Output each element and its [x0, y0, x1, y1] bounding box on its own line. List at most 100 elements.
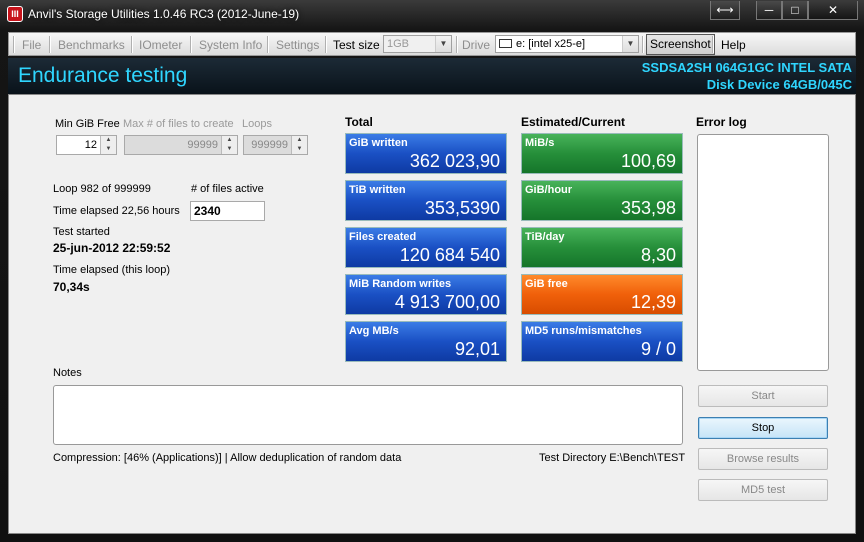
- error-log-heading: Error log: [696, 115, 747, 129]
- spin-up-icon[interactable]: ▲: [226, 137, 233, 143]
- restore-size-button[interactable]: ⟷: [710, 1, 740, 20]
- tile-label: GiB free: [525, 278, 568, 290]
- tile-gib-free: GiB free 12,39: [521, 274, 683, 315]
- tile-value: 353,98: [620, 198, 676, 218]
- loop-elapsed-value: 70,34s: [53, 280, 90, 294]
- minimize-button[interactable]: ─: [756, 1, 782, 20]
- test-started-label: Test started: [53, 226, 110, 238]
- menu-separator: [325, 36, 327, 53]
- test-size-label: Test size: [333, 38, 380, 52]
- max-files-label: Max # of files to create: [123, 118, 234, 130]
- loop-counter: Loop 982 of 999999: [53, 183, 151, 195]
- device-name-line1: SSDSA2SH 064G1GC INTEL SATA: [641, 60, 852, 75]
- tile-gib-per-hour: GiB/hour 353,98: [521, 180, 683, 221]
- page-header: Endurance testing SSDSA2SH 064G1GC INTEL…: [8, 58, 856, 94]
- menu-separator: [49, 36, 51, 53]
- tile-mib-random-writes: MiB Random writes 4 913 700,00: [345, 274, 507, 315]
- notes-label: Notes: [53, 367, 82, 379]
- tile-value: 8,30: [640, 245, 676, 265]
- tile-mib-per-s: MiB/s 100,69: [521, 133, 683, 174]
- test-directory: Test Directory E:\Bench\TEST: [539, 452, 686, 464]
- test-size-select[interactable]: 1GB ▼: [383, 35, 452, 53]
- menu-separator: [456, 36, 458, 53]
- error-log-box[interactable]: [697, 134, 829, 371]
- drive-select[interactable]: e: [intel x25-e] ▼: [495, 35, 639, 53]
- device-name-line2: Disk Device 64GB/045C: [706, 77, 852, 92]
- menu-iometer[interactable]: IOmeter: [139, 38, 183, 52]
- tile-value: 12,39: [630, 292, 676, 312]
- tile-value: 353,5390: [424, 198, 500, 218]
- notes-field[interactable]: [53, 385, 683, 445]
- spin-down-icon[interactable]: ▼: [296, 146, 303, 152]
- drive-value: e: [intel x25-e]: [516, 38, 586, 50]
- min-gib-free-stepper[interactable]: 12 ▲ ▼: [56, 135, 117, 155]
- menu-file[interactable]: File: [22, 38, 42, 52]
- chevron-down-icon: ▼: [435, 36, 451, 52]
- estimated-heading: Estimated/Current: [521, 115, 626, 129]
- menu-separator: [267, 36, 269, 53]
- tile-label: MiB Random writes: [349, 278, 452, 290]
- tile-value: 4 913 700,00: [394, 292, 500, 312]
- app-icon[interactable]: III: [7, 6, 23, 22]
- page-title: Endurance testing: [18, 64, 188, 87]
- screenshot-button[interactable]: Screenshot: [646, 34, 715, 55]
- compression-info: Compression: [46% (Applications)] | Allo…: [53, 452, 402, 464]
- loop-elapsed-label: Time elapsed (this loop): [53, 264, 170, 276]
- menu-separator: [131, 36, 133, 53]
- tile-label: GiB/hour: [525, 184, 573, 196]
- tile-label: MiB/s: [525, 137, 555, 149]
- tile-value: 362 023,90: [409, 151, 500, 171]
- tile-label: Files created: [349, 231, 417, 243]
- tile-value: 92,01: [454, 339, 500, 359]
- loops-value: 999999: [251, 139, 288, 151]
- menu-separator: [712, 36, 714, 53]
- menu-separator: [642, 36, 644, 53]
- tile-md5-runs: MD5 runs/mismatches 9 / 0: [521, 321, 683, 362]
- menu-separator: [190, 36, 192, 53]
- menu-settings[interactable]: Settings: [276, 38, 320, 52]
- test-size-value: 1GB: [387, 38, 410, 50]
- tile-label: TiB/day: [525, 231, 565, 243]
- drive-icon: [499, 39, 512, 48]
- close-button[interactable]: ✕: [808, 1, 858, 20]
- menu-benchmarks[interactable]: Benchmarks: [58, 38, 125, 52]
- window-title: Anvil's Storage Utilities 1.0.46 RC3 (20…: [28, 7, 300, 21]
- tile-tib-written: TiB written 353,5390: [345, 180, 507, 221]
- start-button[interactable]: Start: [698, 385, 828, 407]
- spin-up-icon[interactable]: ▲: [105, 137, 112, 143]
- spin-down-icon[interactable]: ▼: [226, 146, 233, 152]
- main-panel: Min GiB Free 12 ▲ ▼ Max # of files to cre…: [8, 94, 856, 534]
- tile-value: 9 / 0: [640, 339, 676, 359]
- title-bar: III Anvil's Storage Utilities 1.0.46 RC3…: [0, 0, 864, 28]
- total-heading: Total: [345, 115, 373, 129]
- menu-system-info[interactable]: System Info: [199, 38, 263, 52]
- tile-value: 120 684 540: [399, 245, 500, 265]
- test-started-value: 25-jun-2012 22:59:52: [53, 241, 171, 255]
- spin-up-icon[interactable]: ▲: [296, 137, 303, 143]
- min-gib-free-label: Min GiB Free: [55, 118, 120, 130]
- time-elapsed: Time elapsed 22,56 hours: [53, 205, 180, 217]
- files-active-field[interactable]: 2340: [190, 201, 265, 221]
- tile-avg-mbs: Avg MB/s 92,01: [345, 321, 507, 362]
- tile-files-created: Files created 120 684 540: [345, 227, 507, 268]
- maximize-button[interactable]: □: [782, 1, 808, 20]
- min-gib-free-value: 12: [84, 139, 97, 151]
- tile-label: MD5 runs/mismatches: [525, 325, 642, 337]
- tile-value: 100,69: [620, 151, 676, 171]
- max-files-stepper[interactable]: 99999 ▲ ▼: [124, 135, 238, 155]
- menu-help[interactable]: Help: [721, 38, 746, 52]
- menu-bar: File Benchmarks IOmeter System Info Sett…: [8, 32, 856, 56]
- stop-button[interactable]: Stop: [698, 417, 828, 439]
- tile-label: Avg MB/s: [349, 325, 399, 337]
- tile-label: TiB written: [349, 184, 406, 196]
- chevron-down-icon: ▼: [622, 36, 638, 52]
- loops-stepper[interactable]: 999999 ▲ ▼: [243, 135, 308, 155]
- drive-label: Drive: [462, 38, 491, 52]
- files-active-label: # of files active: [191, 183, 264, 195]
- tile-gib-written: GiB written 362 023,90: [345, 133, 507, 174]
- browse-results-button[interactable]: Browse results: [698, 448, 828, 470]
- loops-label: Loops: [242, 118, 272, 130]
- spin-down-icon[interactable]: ▼: [105, 146, 112, 152]
- md5-test-button[interactable]: MD5 test: [698, 479, 828, 501]
